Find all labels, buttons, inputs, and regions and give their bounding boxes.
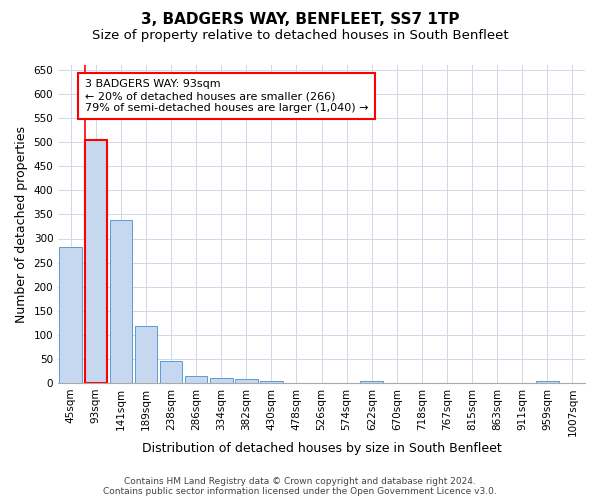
Text: Contains HM Land Registry data © Crown copyright and database right 2024.
Contai: Contains HM Land Registry data © Crown c… — [103, 476, 497, 496]
Y-axis label: Number of detached properties: Number of detached properties — [15, 126, 28, 322]
Text: Size of property relative to detached houses in South Benfleet: Size of property relative to detached ho… — [92, 29, 508, 42]
Bar — [85, 140, 107, 383]
Bar — [185, 376, 208, 383]
Bar — [260, 380, 283, 383]
Text: 3 BADGERS WAY: 93sqm
← 20% of detached houses are smaller (266)
79% of semi-deta: 3 BADGERS WAY: 93sqm ← 20% of detached h… — [85, 80, 368, 112]
Bar — [235, 379, 257, 383]
Bar — [110, 220, 132, 383]
Bar — [134, 326, 157, 383]
Text: 3, BADGERS WAY, BENFLEET, SS7 1TP: 3, BADGERS WAY, BENFLEET, SS7 1TP — [141, 12, 459, 28]
Bar — [160, 361, 182, 383]
X-axis label: Distribution of detached houses by size in South Benfleet: Distribution of detached houses by size … — [142, 442, 502, 455]
Bar — [536, 380, 559, 383]
Bar — [210, 378, 233, 383]
Bar — [59, 247, 82, 383]
Bar — [361, 380, 383, 383]
